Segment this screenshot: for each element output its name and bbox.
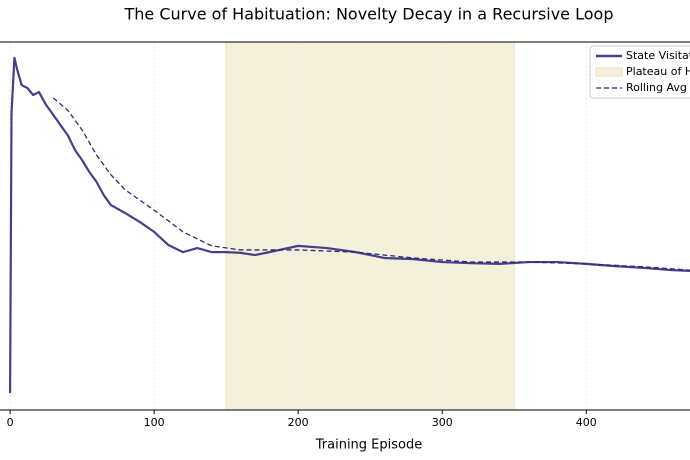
x-tick-label: 300 [432,416,453,429]
series-line [8,56,690,394]
legend-swatch [595,67,623,77]
legend-label: Plateau of H [626,65,690,78]
chart-title: The Curve of Habituation: Novelty Decay … [124,5,614,24]
x-tick-label: 0 [7,416,14,429]
x-tick-label: 200 [288,416,309,429]
x-tick-label: 400 [576,416,597,429]
legend-label: State Visitat [626,49,690,62]
plateau-span [225,41,515,411]
x-tick-label: 100 [144,416,165,429]
series-line [52,97,690,271]
x-axis-label: Training Episode [315,438,422,453]
legend-box [589,45,690,99]
legend-label: Rolling Avg [626,81,687,94]
